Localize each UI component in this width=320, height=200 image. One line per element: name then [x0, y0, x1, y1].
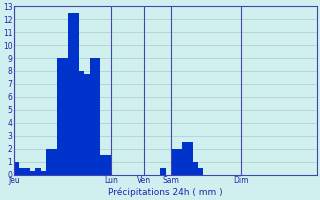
Bar — [182, 142, 187, 175]
Bar — [79, 71, 84, 175]
Bar — [30, 171, 36, 175]
Bar — [187, 142, 193, 175]
Bar — [106, 155, 111, 175]
X-axis label: Précipitations 24h ( mm ): Précipitations 24h ( mm ) — [108, 188, 223, 197]
Bar — [46, 149, 52, 175]
Bar — [176, 149, 182, 175]
Bar — [160, 168, 165, 175]
Bar — [41, 171, 46, 175]
Bar — [90, 58, 95, 175]
Bar — [84, 74, 90, 175]
Bar — [171, 149, 176, 175]
Bar — [198, 168, 204, 175]
Bar — [100, 155, 106, 175]
Bar — [57, 58, 62, 175]
Bar — [193, 162, 198, 175]
Bar — [25, 168, 30, 175]
Bar — [36, 168, 41, 175]
Bar — [62, 58, 68, 175]
Bar — [52, 149, 57, 175]
Bar — [73, 13, 79, 175]
Bar — [14, 162, 19, 175]
Bar — [19, 168, 25, 175]
Bar — [95, 58, 100, 175]
Bar — [68, 13, 73, 175]
